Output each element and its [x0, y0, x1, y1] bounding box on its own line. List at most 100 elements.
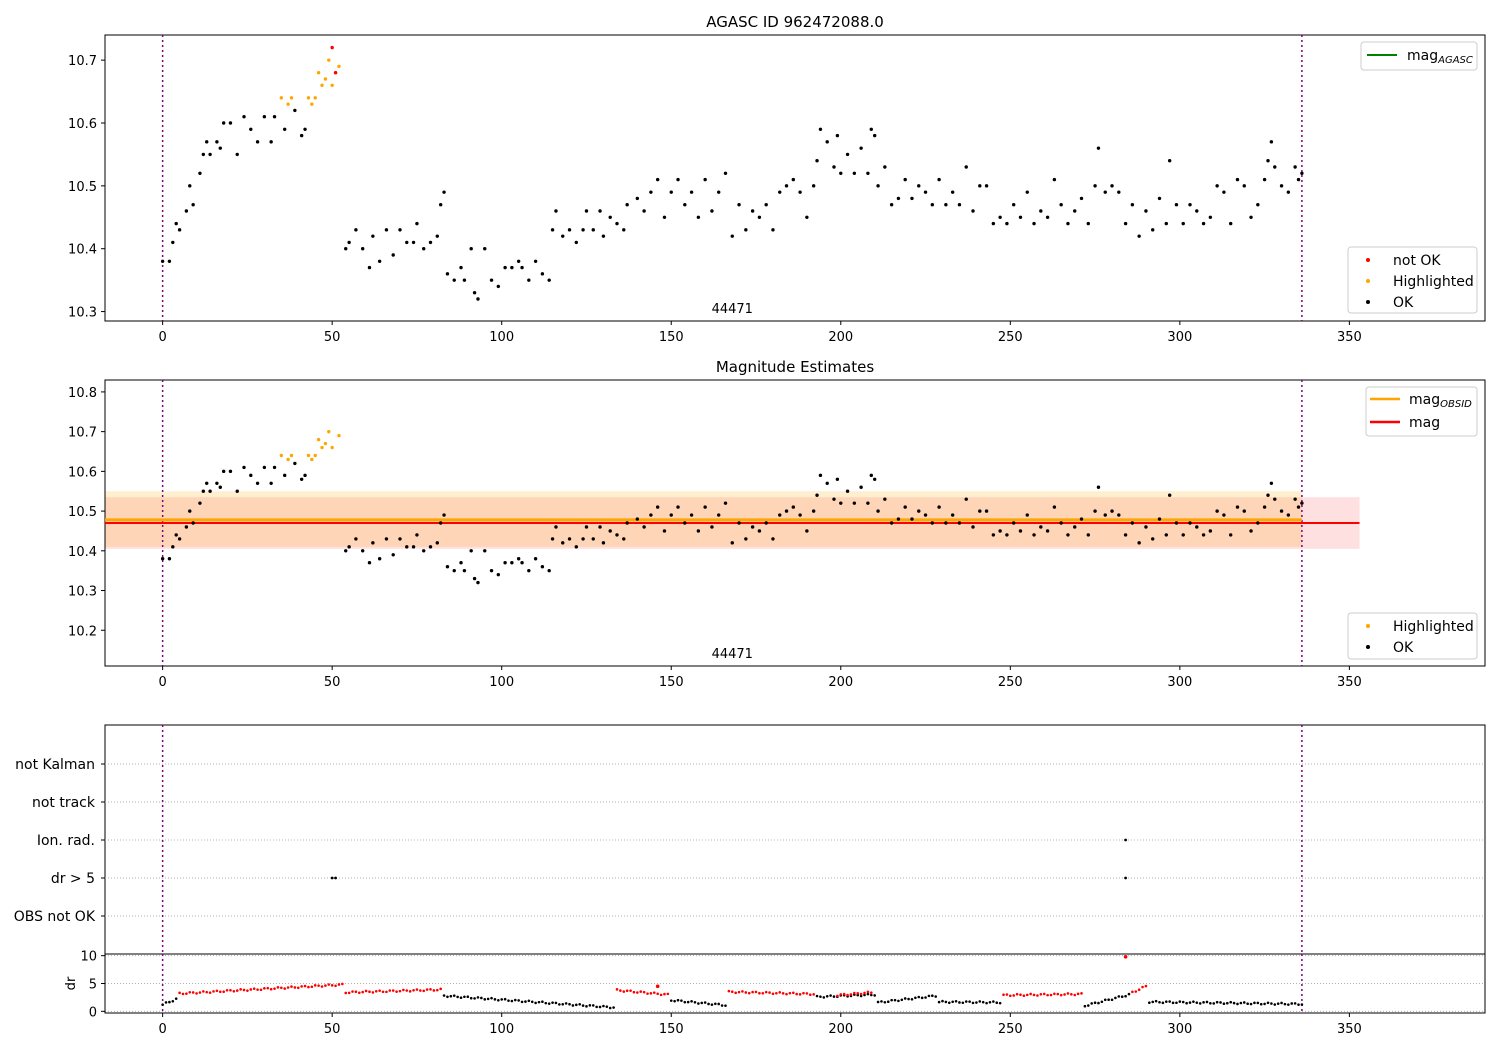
dr-point: [178, 991, 181, 995]
data-point-ok: [1167, 159, 1172, 163]
dr-point: [1212, 1002, 1216, 1005]
data-point-ok: [520, 561, 524, 565]
dr-point: [842, 992, 846, 996]
data-point-ok: [428, 240, 433, 245]
data-point-ok: [791, 177, 796, 182]
data-point-ok: [442, 190, 446, 194]
legend-marker: [1366, 624, 1370, 628]
data-point-highlighted: [279, 96, 284, 100]
data-point-ok: [567, 537, 572, 541]
legend-label: OK: [1393, 640, 1414, 656]
legend-subscript: AGASC: [1437, 55, 1473, 66]
data-point-ok: [1066, 533, 1070, 537]
dr-point: [863, 991, 866, 995]
dr-point: [1188, 1001, 1192, 1004]
data-point-ok: [1164, 533, 1168, 537]
flag-point: [334, 876, 337, 880]
data-point-ok: [462, 568, 467, 573]
data-point-ok: [584, 525, 589, 529]
y-tick-label: 10.7: [68, 426, 97, 441]
dr-point: [798, 993, 802, 996]
data-point-ok: [1222, 190, 1226, 194]
dr-point: [490, 996, 493, 1000]
dr-point: [442, 994, 446, 997]
dr-point: [808, 993, 812, 997]
dr-point: [632, 990, 636, 994]
dr-point: [1229, 1000, 1233, 1004]
data-point-ok: [744, 228, 748, 232]
data-point-ok: [1018, 529, 1023, 533]
dr-point: [1056, 992, 1060, 996]
data-point-ok: [1286, 513, 1291, 517]
data-point-ok: [923, 190, 928, 194]
dr-point: [978, 1000, 982, 1003]
data-point-ok: [1249, 529, 1253, 533]
dr-point: [591, 1004, 595, 1007]
data-point-ok: [262, 115, 267, 119]
dr-point: [792, 991, 795, 995]
dr-point: [947, 1001, 951, 1005]
data-point-highlighted: [306, 96, 311, 100]
data-point-ok: [411, 545, 416, 549]
data-point-ok: [483, 549, 487, 553]
data-point-ok: [516, 259, 521, 263]
dr-point: [452, 994, 456, 997]
dr-point: [869, 991, 873, 994]
x-tick-label: 0: [159, 330, 167, 345]
dr-point: [252, 987, 256, 990]
dr-point: [1005, 993, 1009, 996]
data-point-ok: [554, 525, 558, 529]
data-point-ok: [930, 203, 935, 207]
data-point-ok: [950, 190, 955, 194]
dr-point: [558, 1003, 561, 1006]
data-point-ok: [998, 215, 1002, 219]
dr-point: [1215, 1000, 1219, 1004]
dr-point: [561, 1002, 565, 1006]
dr-point: [266, 986, 270, 990]
dr-point: [168, 1000, 171, 1004]
dr-point: [1202, 1001, 1205, 1004]
data-point-ok: [845, 152, 850, 157]
data-point-ok: [710, 209, 714, 213]
legend-label: OK: [1393, 295, 1414, 311]
dr-point: [527, 999, 531, 1003]
data-point-ok: [930, 521, 935, 525]
dr-point: [507, 999, 510, 1002]
dr-point: [655, 984, 660, 989]
dr-point: [469, 996, 473, 1000]
data-point-ok: [601, 541, 606, 545]
data-point-ok: [550, 537, 555, 541]
dr-point: [246, 989, 249, 992]
data-point-ok: [462, 278, 467, 282]
dr-point: [1093, 1001, 1097, 1005]
data-point-ok: [215, 481, 219, 485]
legend-subscript: OBSID: [1440, 399, 1472, 410]
dr-point: [1300, 1003, 1304, 1006]
data-point-ok: [669, 513, 673, 517]
data-point-ok: [598, 209, 602, 213]
dr-point: [859, 994, 863, 998]
data-point-ok: [415, 221, 419, 226]
dr-point: [768, 991, 771, 994]
dr-point: [683, 1000, 687, 1004]
dr-point: [822, 996, 826, 999]
dr-point: [480, 996, 483, 1000]
dr-point: [391, 989, 395, 992]
dr-point: [286, 986, 290, 989]
dr-point: [771, 992, 775, 996]
data-point-highlighted: [337, 64, 341, 69]
data-point-ok: [1096, 146, 1101, 150]
data-point-ok: [1262, 177, 1267, 182]
data-point-highlighted: [316, 437, 321, 442]
dr-point: [541, 1000, 544, 1004]
dr-point: [737, 990, 741, 994]
data-point-highlighted: [306, 453, 311, 458]
data-point-ok: [984, 509, 989, 513]
dr-point: [513, 998, 517, 1002]
data-point-ok: [1059, 521, 1063, 525]
dr-point: [625, 989, 629, 993]
y-tick-label: 10.3: [68, 585, 97, 600]
data-point-ok: [1110, 509, 1114, 513]
data-point-ok: [574, 545, 579, 549]
